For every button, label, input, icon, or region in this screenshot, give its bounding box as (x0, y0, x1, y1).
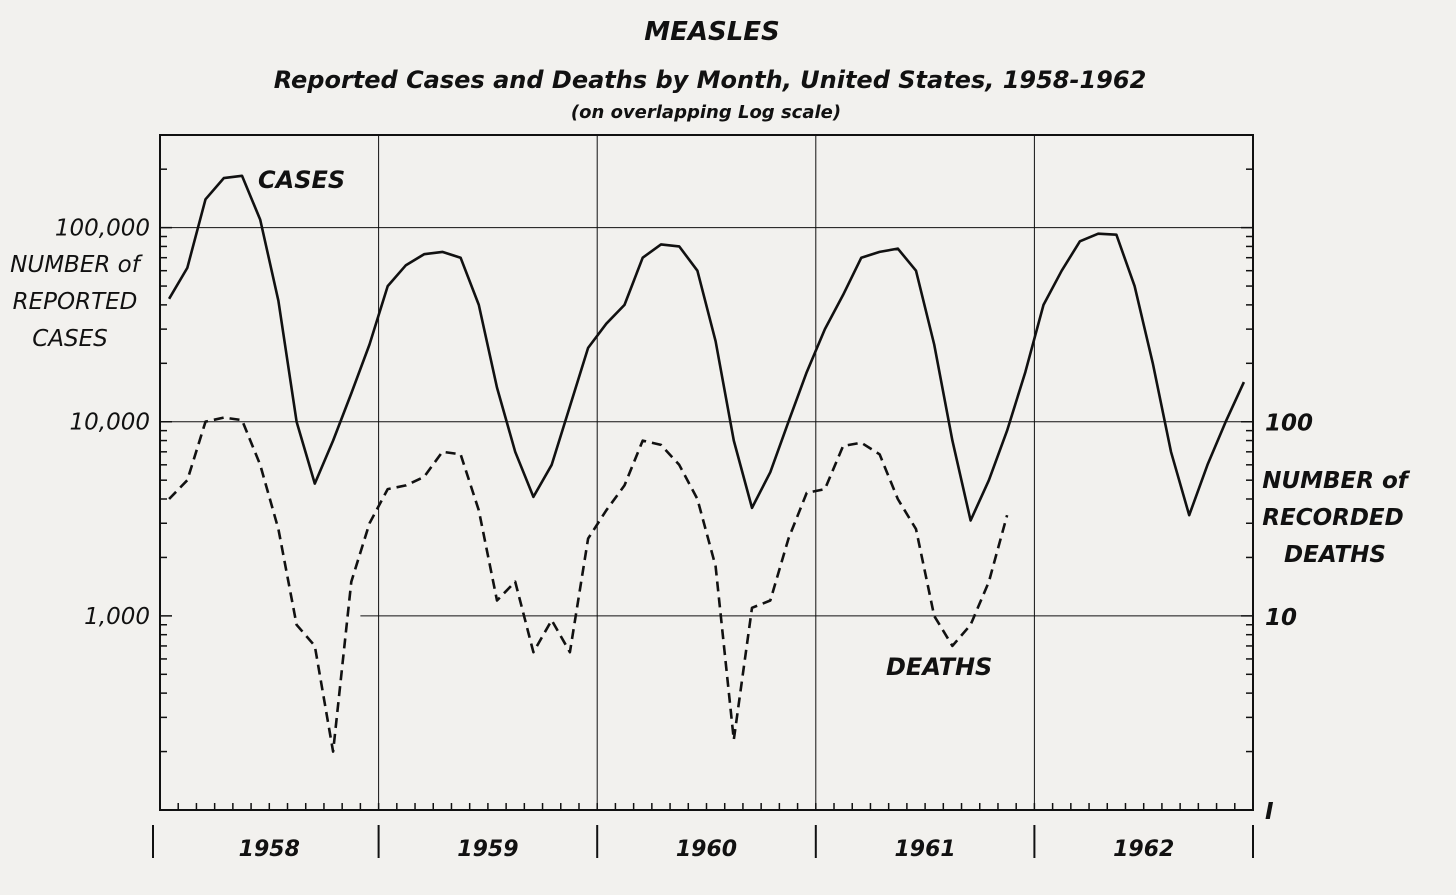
series-line-deaths (168, 416, 1009, 753)
series-group (167, 174, 1246, 753)
year-label: 1962 (1113, 837, 1174, 862)
left-tick-label: 1,000 (84, 604, 150, 630)
right-axis-label-line: NUMBER of (1262, 468, 1411, 494)
left-tick-label: 100,000 (55, 216, 150, 242)
right-axis-label: NUMBER of RECORDED DEATHS (1262, 468, 1411, 568)
series-label-cases: CASES (258, 166, 345, 194)
chart-title: MEASLES (644, 17, 780, 47)
right-tick-label: 10 (1265, 605, 1297, 631)
left-axis-label-line: CASES (32, 326, 108, 352)
right-axis-label-line: RECORDED (1262, 505, 1403, 531)
year-label: 1960 (676, 837, 737, 862)
chart-subtitle: Reported Cases and Deaths by Month, Unit… (274, 66, 1147, 94)
year-label: 1958 (239, 837, 300, 862)
gridlines (160, 135, 1253, 810)
left-tick-label: 10,000 (70, 410, 150, 436)
year-label: 1961 (894, 837, 955, 862)
right-tick-label: I (1265, 799, 1274, 825)
chart-note: (on overlapping Log scale) (571, 102, 841, 123)
left-axis-label-line: REPORTED (13, 289, 138, 315)
right-axis: I 10 100 (1241, 134, 1313, 825)
left-axis-label: NUMBER of REPORTED CASES (10, 252, 143, 352)
year-label: 1959 (457, 837, 518, 862)
x-axis: 1958 1959 1960 1961 1962 (152, 803, 1254, 862)
right-axis-label-line: DEATHS (1284, 542, 1386, 568)
left-axis: 1,000 10,000 100,000 (55, 134, 172, 811)
left-axis-label-line: NUMBER of (10, 252, 143, 278)
series-label-deaths: DEATHS (886, 653, 992, 681)
right-tick-label: 100 (1265, 411, 1313, 437)
series-line-cases (167, 174, 1246, 522)
